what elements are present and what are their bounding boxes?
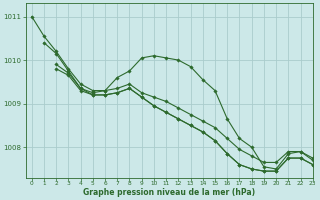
X-axis label: Graphe pression niveau de la mer (hPa): Graphe pression niveau de la mer (hPa) [83,188,255,197]
